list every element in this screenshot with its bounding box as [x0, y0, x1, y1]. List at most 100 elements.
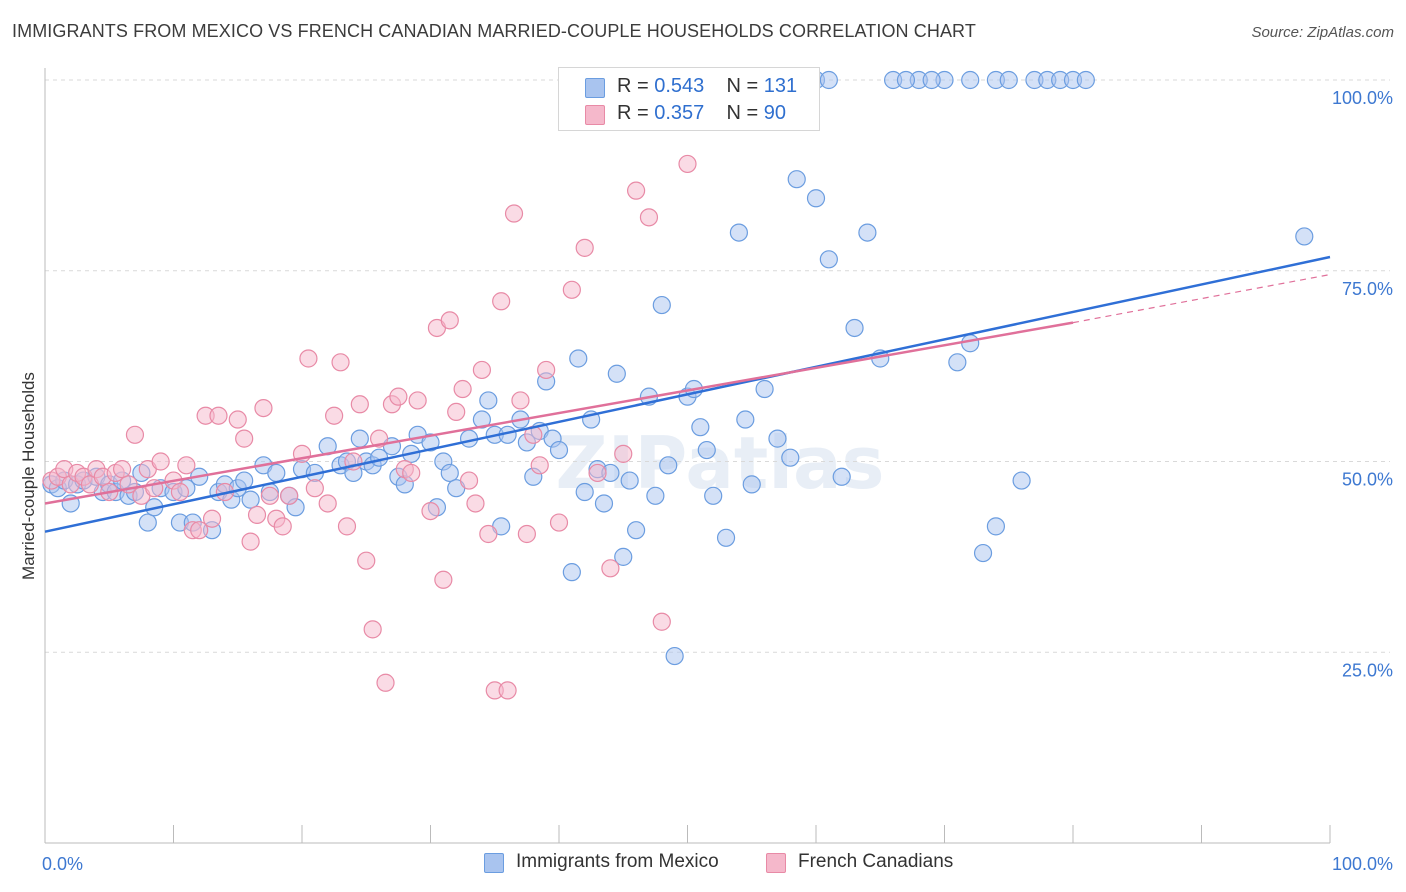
point-mexico: [562, 563, 581, 582]
point-french: [652, 612, 671, 631]
r-value-french: 0.357: [654, 102, 705, 124]
point-french: [601, 559, 620, 578]
trend-line-mexico: [44, 255, 1331, 533]
point-mexico: [691, 418, 710, 437]
point-mexico: [1295, 227, 1314, 246]
point-mexico: [267, 463, 286, 483]
point-mexico: [819, 70, 838, 90]
point-french: [337, 517, 357, 536]
point-mexico: [549, 440, 569, 460]
point-mexico: [729, 223, 749, 242]
point-mexico: [986, 517, 1006, 536]
point-french: [318, 494, 337, 513]
point-french: [537, 360, 556, 380]
r-value-mexico: 0.543: [654, 75, 705, 97]
point-french: [492, 292, 511, 311]
point-french: [357, 551, 376, 570]
point-french: [562, 280, 581, 299]
point-french: [202, 509, 222, 528]
point-mexico: [787, 170, 806, 189]
point-french: [190, 521, 209, 540]
legend-stats-french: R = 0.357 N = 90: [617, 102, 786, 125]
point-french: [447, 402, 466, 422]
y-tick-label: 75.0%: [1342, 279, 1393, 299]
point-mexico: [768, 429, 787, 448]
point-french: [440, 311, 459, 330]
point-french: [678, 154, 697, 174]
legend-swatch-french: [766, 853, 786, 873]
point-french: [228, 410, 247, 429]
point-french: [459, 471, 479, 490]
point-french: [350, 395, 369, 414]
n-label: N =: [726, 102, 759, 124]
point-french: [376, 673, 395, 692]
point-mexico: [697, 440, 716, 460]
point-mexico: [350, 429, 369, 448]
point-french: [305, 479, 324, 498]
point-french: [177, 456, 196, 475]
point-french: [408, 391, 427, 410]
point-mexico: [665, 646, 684, 666]
point-mexico: [235, 471, 254, 490]
legend-swatch-french: [585, 105, 605, 125]
point-mexico: [755, 379, 774, 399]
x-tick-label: 0.0%: [42, 854, 83, 874]
point-french: [639, 208, 659, 227]
point-french: [402, 463, 421, 483]
point-mexico: [646, 486, 665, 505]
source-label: Source: ZipAtlas.com: [1251, 24, 1394, 41]
point-mexico: [614, 547, 633, 566]
point-french: [247, 505, 267, 525]
point-mexico: [832, 467, 851, 486]
point-french: [421, 501, 440, 521]
point-french: [363, 620, 382, 639]
point-mexico: [620, 471, 639, 490]
point-french: [498, 681, 517, 700]
point-mexico: [704, 486, 723, 505]
correlation-legend: R = 0.543 N = 131 R = 0.357 N = 90: [558, 67, 820, 131]
point-mexico: [858, 223, 877, 242]
point-french: [260, 486, 279, 505]
point-mexico: [973, 543, 993, 563]
point-french: [466, 494, 485, 513]
point-french: [479, 524, 498, 544]
point-mexico: [736, 410, 755, 429]
point-french: [614, 444, 633, 463]
point-mexico: [575, 482, 594, 502]
point-french: [125, 425, 145, 444]
point-mexico: [472, 410, 491, 429]
point-mexico: [1076, 70, 1095, 90]
point-french: [325, 406, 344, 425]
point-mexico: [421, 433, 440, 452]
point-french: [626, 181, 646, 200]
point-mexico: [479, 391, 498, 410]
point-french: [434, 570, 453, 589]
point-mexico: [781, 448, 800, 467]
point-mexico: [819, 250, 838, 269]
point-mexico: [999, 70, 1018, 90]
point-french: [453, 379, 472, 399]
trend-line-french: [44, 321, 1074, 505]
point-french: [254, 398, 273, 418]
point-mexico: [138, 513, 157, 532]
point-mexico: [626, 521, 646, 540]
point-mexico: [659, 456, 678, 475]
point-mexico: [896, 70, 916, 90]
y-tick-label: 25.0%: [1342, 660, 1393, 680]
point-french: [273, 517, 292, 536]
point-french: [472, 360, 491, 380]
trend-extension-french: [1072, 273, 1331, 324]
point-mexico: [948, 353, 967, 372]
n-label: N =: [726, 75, 759, 97]
point-mexico: [806, 189, 826, 208]
point-french: [151, 452, 170, 471]
point-french: [549, 513, 569, 532]
point-french: [389, 387, 408, 406]
point-mexico: [569, 349, 588, 368]
point-french: [575, 238, 594, 257]
point-mexico: [607, 364, 626, 383]
series-legend: Immigrants from Mexico French Canadians: [0, 850, 1406, 880]
x-tick-label: 100.0%: [1332, 854, 1393, 874]
point-french: [331, 353, 350, 372]
point-mexico: [845, 318, 864, 338]
